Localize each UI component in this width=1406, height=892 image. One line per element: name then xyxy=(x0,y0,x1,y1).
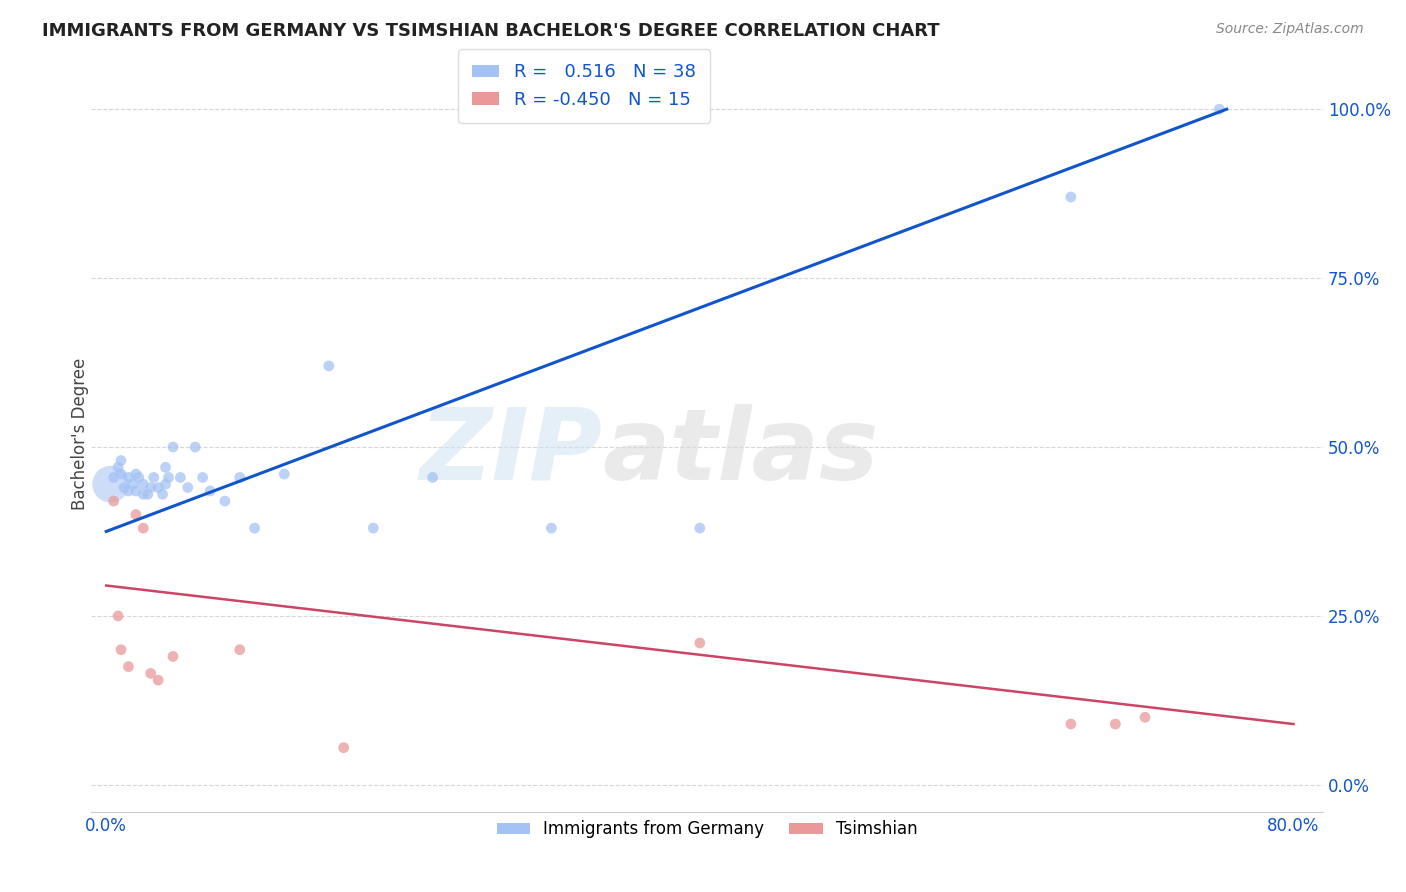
Point xyxy=(162,440,184,454)
Point xyxy=(229,470,252,484)
Point xyxy=(122,477,145,491)
Point xyxy=(103,494,125,508)
Text: IMMIGRANTS FROM GERMANY VS TSIMSHIAN BACHELOR'S DEGREE CORRELATION CHART: IMMIGRANTS FROM GERMANY VS TSIMSHIAN BAC… xyxy=(42,22,939,40)
Point xyxy=(107,609,129,624)
Point xyxy=(139,666,162,681)
Point xyxy=(155,477,177,491)
Point xyxy=(1104,717,1126,731)
Point xyxy=(157,470,180,484)
Point xyxy=(117,659,139,673)
Point xyxy=(422,470,444,484)
Point xyxy=(1060,717,1083,731)
Point xyxy=(132,477,155,491)
Point xyxy=(125,467,148,481)
Point xyxy=(110,642,132,657)
Point xyxy=(136,487,159,501)
Point xyxy=(198,483,221,498)
Point xyxy=(214,494,236,508)
Point xyxy=(146,673,169,687)
Point xyxy=(318,359,340,373)
Point xyxy=(689,636,711,650)
Point xyxy=(117,483,139,498)
Text: atlas: atlas xyxy=(603,404,879,501)
Point xyxy=(103,470,125,484)
Point xyxy=(363,521,385,535)
Point xyxy=(184,440,207,454)
Point xyxy=(110,453,132,467)
Point xyxy=(332,740,354,755)
Point xyxy=(540,521,562,535)
Point xyxy=(125,483,148,498)
Point xyxy=(162,649,184,664)
Point xyxy=(139,481,162,495)
Point xyxy=(125,508,148,522)
Point xyxy=(117,470,139,484)
Y-axis label: Bachelor's Degree: Bachelor's Degree xyxy=(72,358,89,509)
Point xyxy=(128,470,150,484)
Point xyxy=(132,487,155,501)
Point xyxy=(107,460,129,475)
Point xyxy=(689,521,711,535)
Point xyxy=(100,477,122,491)
Point xyxy=(110,467,132,481)
Point xyxy=(155,460,177,475)
Point xyxy=(132,521,155,535)
Point xyxy=(243,521,266,535)
Point xyxy=(273,467,295,481)
Point xyxy=(112,481,135,495)
Point xyxy=(1208,102,1230,116)
Point xyxy=(229,642,252,657)
Point xyxy=(146,481,169,495)
Legend: Immigrants from Germany, Tsimshian: Immigrants from Germany, Tsimshian xyxy=(491,814,924,845)
Point xyxy=(152,487,174,501)
Text: ZIP: ZIP xyxy=(419,404,603,501)
Point xyxy=(191,470,214,484)
Text: Source: ZipAtlas.com: Source: ZipAtlas.com xyxy=(1216,22,1364,37)
Point xyxy=(177,481,200,495)
Point xyxy=(169,470,191,484)
Point xyxy=(1060,190,1083,204)
Point xyxy=(142,470,165,484)
Point xyxy=(1133,710,1156,724)
